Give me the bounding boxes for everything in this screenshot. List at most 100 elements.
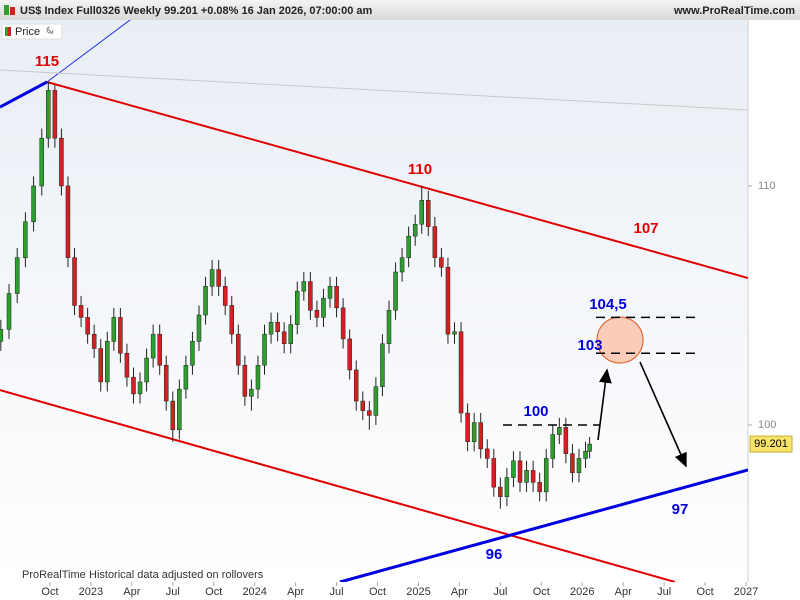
y-tick-label: 110 (758, 180, 776, 192)
candle-body (46, 90, 51, 139)
candle-body (543, 458, 549, 493)
candle-body (576, 458, 582, 474)
candle-body (59, 137, 64, 187)
x-tick-label: 2024 (242, 586, 266, 598)
candle-body (471, 422, 477, 442)
x-tick-label: Apr (451, 586, 468, 598)
x-tick-label: Jul (330, 586, 344, 598)
x-tick-label: Jul (493, 586, 507, 598)
annotation: 96 (486, 546, 503, 563)
x-tick-label: 2026 (570, 586, 594, 598)
x-tick-label: Jul (657, 586, 671, 598)
annotation: 107 (633, 220, 658, 237)
target-circle (596, 316, 644, 364)
candle-body (209, 269, 215, 287)
candle-body (301, 281, 307, 292)
candle-body (85, 317, 90, 335)
candle-body (72, 257, 77, 306)
candle-body (412, 223, 418, 237)
price-tag (749, 435, 793, 453)
legend-icon (8, 27, 11, 36)
x-tick-label: Oct (369, 586, 386, 598)
candle-body (511, 460, 516, 478)
candle-body (268, 321, 274, 335)
candle-body (393, 271, 398, 311)
header-site[interactable]: www.ProRealTime.com (673, 5, 795, 17)
annotation: 104,5 (589, 296, 627, 313)
header-title: US$ Index Full0326 Weekly 99.201 +0.08% … (20, 5, 373, 17)
candle-body (196, 314, 202, 342)
candle-body (39, 137, 45, 187)
candle-body (550, 434, 556, 459)
candle-body (105, 341, 110, 383)
candle-body (308, 281, 313, 311)
candle-body (137, 381, 143, 395)
candle-body (216, 269, 221, 287)
candle-body (183, 364, 189, 390)
candle-body (222, 286, 228, 306)
candle-body (91, 333, 97, 349)
annotation: 97 (672, 501, 689, 518)
annotation: 103 (577, 337, 602, 354)
trend-line (0, 389, 676, 582)
candle-body (583, 451, 588, 459)
candle-body (491, 458, 497, 488)
candle-body (380, 343, 385, 387)
candle-body (23, 221, 28, 258)
candle-body (367, 410, 372, 416)
candle-body (31, 185, 36, 223)
x-tick-label: Oct (205, 586, 222, 598)
trend-line (0, 69, 748, 111)
y-tick-label: 100 (758, 419, 776, 431)
candle-body (295, 290, 300, 325)
annotation: 115 (35, 53, 59, 70)
candle-body (587, 443, 592, 452)
candle-body (504, 477, 510, 497)
arrow (639, 361, 687, 468)
candle-body (557, 427, 562, 435)
candle-body (203, 286, 208, 316)
candle-body (262, 333, 267, 366)
candle-body (452, 331, 457, 335)
x-tick-label: Jul (166, 586, 180, 598)
plot-background (0, 20, 748, 582)
candle-body (360, 400, 366, 411)
candle-body (111, 317, 117, 342)
candle-body (6, 293, 12, 330)
candle-body (353, 369, 359, 402)
candle-body (399, 257, 405, 273)
x-tick-label: Apr (615, 586, 632, 598)
candle-body (314, 309, 320, 318)
legend-label: Price (15, 26, 40, 38)
candle-body (170, 400, 176, 431)
candle-body (275, 321, 280, 333)
candle-body (190, 341, 195, 366)
candle-body (334, 286, 339, 309)
wrench-icon[interactable] (46, 26, 54, 35)
candle-body (458, 331, 464, 414)
annotation: 110 (408, 161, 432, 178)
trend-line (339, 468, 748, 582)
legend[interactable] (1, 23, 63, 40)
legend-icon (5, 27, 8, 36)
x-tick-label: 2027 (734, 586, 758, 598)
candle-body (163, 364, 169, 402)
candle-body (150, 333, 156, 359)
candle-body (419, 200, 424, 225)
candle-body (432, 226, 438, 258)
footer-note: Historical data adjusted on rollovers (89, 569, 264, 581)
candle-body (242, 364, 248, 397)
x-tick-label: Oct (41, 586, 58, 598)
candle-body (445, 266, 451, 335)
candle-body (255, 364, 261, 390)
candle-body (52, 90, 58, 139)
candle-body (478, 422, 483, 450)
candle-body (563, 427, 569, 454)
candle-body (65, 185, 71, 258)
candle-body (570, 453, 575, 474)
x-tick-label: Oct (697, 586, 714, 598)
candle-body (347, 338, 352, 371)
candle-body (537, 482, 542, 493)
candle-body (439, 257, 444, 268)
